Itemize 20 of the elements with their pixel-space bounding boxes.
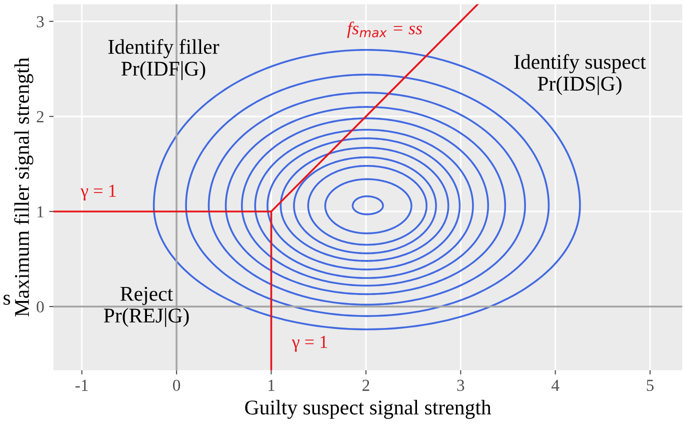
annotation: Identify filler Pr(IDF|G): [108, 39, 220, 80]
text: s: [4, 294, 10, 305]
x-tick-label: -1: [76, 380, 88, 391]
annotation: γ = 1: [292, 336, 328, 352]
y-tick-label: 1: [38, 206, 44, 218]
annotation: fs$_{max}$ = ss: [347, 22, 422, 38]
x-axis-title: Guilty suspect signal strength: [245, 400, 492, 419]
x-tick-label: 0: [173, 380, 180, 391]
annotation: γ = 1: [80, 184, 116, 201]
annotation: Reject Pr(REJ|G): [104, 286, 189, 327]
x-tick-label: 5: [646, 380, 654, 391]
y-tick-label: 0: [36, 301, 44, 312]
x-tick-label: 2: [362, 380, 370, 391]
x-tick-label: 1: [268, 380, 274, 391]
y-tick-label: 3: [36, 16, 44, 28]
y-tick-label: 2: [36, 111, 44, 122]
x-tick-label: 4: [552, 380, 560, 391]
y-axis-title: Maximum filler signal strength: [14, 58, 34, 317]
x-tick-label: 3: [457, 380, 464, 391]
annotation: Identify suspect Pr(IDS|G): [514, 54, 646, 96]
